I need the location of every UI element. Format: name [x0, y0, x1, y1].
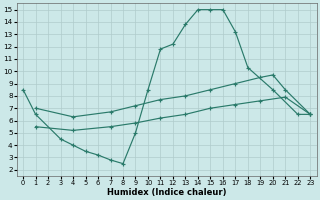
X-axis label: Humidex (Indice chaleur): Humidex (Indice chaleur) — [107, 188, 227, 197]
